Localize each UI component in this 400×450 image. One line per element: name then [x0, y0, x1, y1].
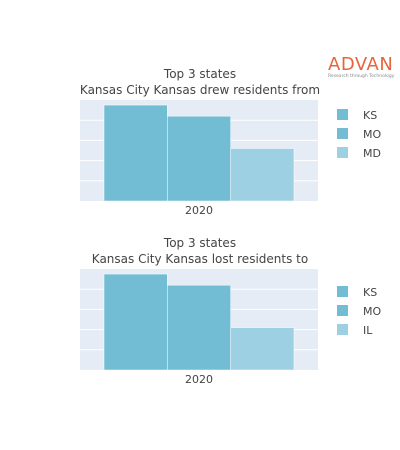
bar-mo[interactable]: [167, 115, 231, 202]
legend-label-md[interactable]: MD: [363, 147, 381, 160]
chart-title-line-1: Top 3 states: [163, 67, 236, 81]
chart-title-line-1: Top 3 states: [163, 236, 236, 250]
legend-swatch-ks[interactable]: [337, 109, 348, 120]
legend-swatch-il[interactable]: [337, 324, 348, 335]
chart-title-line-2: Kansas City Kansas lost residents to: [92, 252, 308, 266]
advan-logo-wordmark: ADVAN: [328, 54, 393, 75]
legend: KS MO IL: [337, 286, 381, 337]
advan-logo: ADVAN Research through Technology: [328, 54, 395, 79]
legend-label-mo[interactable]: MO: [363, 128, 381, 141]
x-tick-label: 2020: [185, 204, 213, 217]
legend-swatch-md[interactable]: [337, 147, 348, 158]
legend-label-il[interactable]: IL: [363, 324, 373, 337]
legend-label-ks[interactable]: KS: [363, 109, 377, 122]
bar-il[interactable]: [230, 327, 295, 371]
legend-swatch-mo[interactable]: [337, 305, 348, 316]
bar-mo[interactable]: [167, 284, 231, 371]
legend-label-ks[interactable]: KS: [363, 286, 377, 299]
legend-swatch-ks[interactable]: [337, 286, 348, 297]
legend: KS MO MD: [337, 109, 381, 160]
chart-drew-residents-from: Top 3 states Kansas City Kansas drew res…: [80, 67, 382, 217]
advan-logo-tagline: Research through Technology: [328, 73, 395, 79]
bar-ks[interactable]: [103, 104, 168, 202]
legend-swatch-mo[interactable]: [337, 128, 348, 139]
chart-lost-residents-to: Top 3 states Kansas City Kansas lost res…: [80, 236, 381, 386]
bar-group: [103, 273, 295, 371]
x-tick-label: 2020: [185, 373, 213, 386]
chart-title-line-2: Kansas City Kansas drew residents from: [80, 83, 320, 97]
bar-ks[interactable]: [103, 273, 168, 371]
bar-group: [103, 104, 295, 202]
bar-md[interactable]: [230, 148, 295, 202]
legend-label-mo[interactable]: MO: [363, 305, 381, 318]
